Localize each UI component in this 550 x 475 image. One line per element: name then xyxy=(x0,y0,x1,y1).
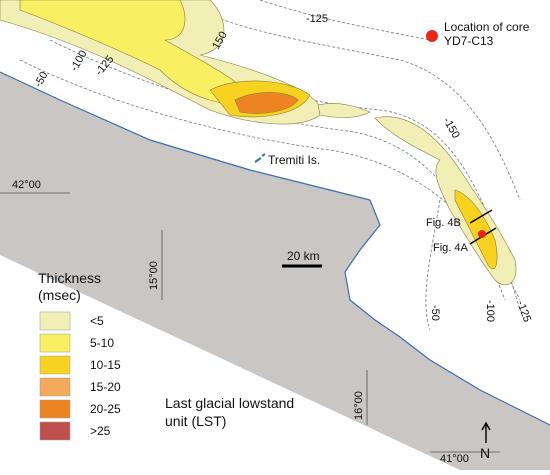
sediment-body xyxy=(317,103,371,118)
core-label: YD7-C13 xyxy=(444,34,494,48)
legend-swatch xyxy=(39,399,71,419)
contour-label: -150 xyxy=(440,116,461,141)
north-label: N xyxy=(480,445,490,461)
unit-label: unit (LST) xyxy=(165,413,226,429)
coordinate-label: 42°00 xyxy=(12,179,41,191)
legend-label: 20-25 xyxy=(90,402,121,416)
unit-label: Last glacial lowstand xyxy=(165,395,294,411)
legend-swatch xyxy=(39,333,71,353)
contour-label: -100 xyxy=(484,300,496,322)
contour-label: -125 xyxy=(306,13,328,25)
legend-label: <5 xyxy=(90,314,104,328)
legend-title: Thickness xyxy=(38,270,101,286)
legend-swatch xyxy=(39,355,71,375)
core-legend-marker xyxy=(426,30,438,42)
legend-unit: (msec) xyxy=(38,287,81,303)
sediment-bodies xyxy=(0,0,517,285)
core-label: Location of core xyxy=(444,20,530,34)
graticule-ticks xyxy=(0,192,500,453)
figure-label: Fig. 4A xyxy=(433,242,469,254)
legend-swatch xyxy=(39,377,71,397)
contour-label: -50 xyxy=(429,305,441,321)
tremiti-islands xyxy=(254,153,266,163)
sediment-body xyxy=(454,189,498,270)
scale-label: 20 km xyxy=(287,249,320,263)
place-label: Tremiti Is. xyxy=(268,153,320,167)
coastline xyxy=(0,71,550,426)
coordinate-label: 15°00 xyxy=(148,261,160,290)
legend-label: >25 xyxy=(90,424,111,438)
legend-label: 10-15 xyxy=(90,358,121,372)
legend-swatch xyxy=(39,311,71,331)
contour-label: -125 xyxy=(514,299,533,324)
figure-label: Fig. 4B xyxy=(426,217,461,229)
legend-swatch xyxy=(39,421,71,441)
legend-label: 15-20 xyxy=(90,380,121,394)
north-arrow xyxy=(481,421,491,443)
legend: <5 5-10 10-15 15-20 20-25 >25 xyxy=(39,311,121,441)
coordinate-label: 41°00 xyxy=(440,453,469,465)
sediment-body xyxy=(234,92,299,114)
figure-line xyxy=(469,209,493,224)
land xyxy=(0,72,550,470)
coordinate-label: 16°00 xyxy=(353,391,365,420)
legend-label: 5-10 xyxy=(90,336,114,350)
contour-label: -100 xyxy=(68,48,89,73)
core-marker xyxy=(478,230,486,238)
